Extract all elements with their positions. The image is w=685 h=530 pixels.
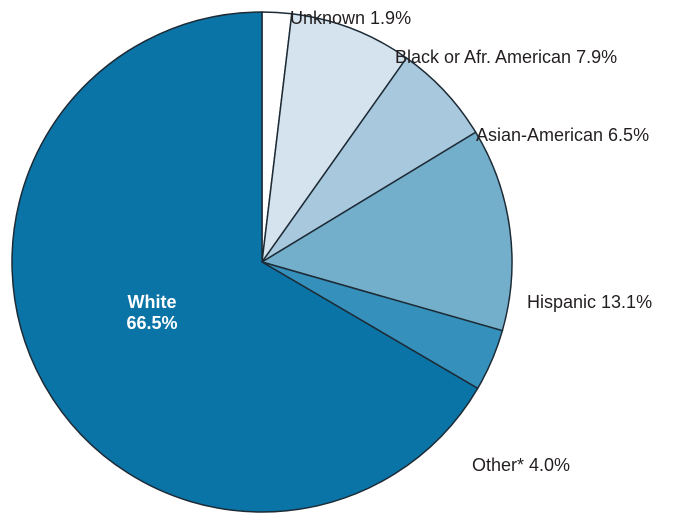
slice-label-hispanic: Hispanic 13.1% [527,292,652,312]
slice-label-unknown: Unknown 1.9% [290,8,411,28]
pie-slice-black-or-afr-american [261,12,408,263]
slice-label-black-or-afr-american: Black or Afr. American 7.9% [395,47,617,67]
pie-slice-hispanic [260,131,513,332]
slice-label-name: White [128,292,177,312]
pie-slices [11,11,513,513]
slice-label-white: White 66.5% [126,292,177,333]
slice-label-asian-american: Asian-American 6.5% [476,125,649,145]
pie-labels: Unknown 1.9% Black or Afr. American 7.9% A… [126,8,652,475]
pie-slice-white [11,11,479,513]
slice-label-value: 66.5% [126,313,177,333]
slice-label-other: Other* 4.0% [472,455,570,475]
